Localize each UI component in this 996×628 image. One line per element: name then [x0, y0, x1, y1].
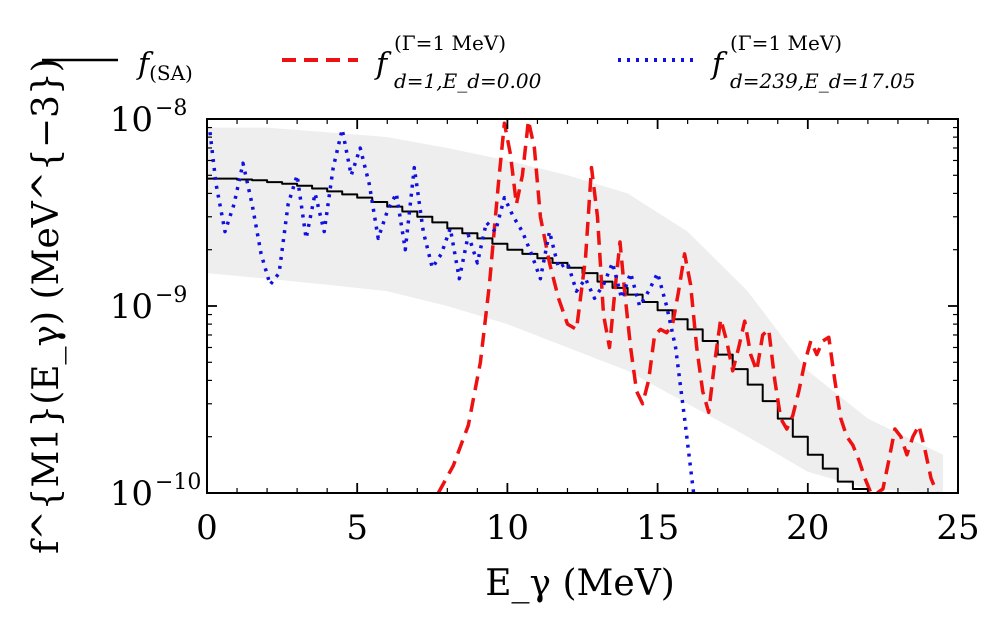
x-tick-label: 20: [786, 508, 829, 548]
y-tick-label: 10: [110, 474, 153, 514]
y-axis-label: f^{M1}(E_γ) (MeV^{−3}): [26, 58, 67, 554]
legend-sub-d239: d=239,E_d=17.05: [730, 69, 916, 93]
legend-label-sa: f(SA): [136, 47, 193, 85]
legend-sub-d1: d=1,E_d=0.00: [394, 69, 542, 93]
x-tick-label: 5: [346, 508, 368, 548]
x-axis-label: E_γ (MeV): [485, 563, 675, 604]
y-tick-exponent: −9: [155, 283, 187, 308]
x-tick-label: 0: [196, 508, 218, 548]
legend-sup-d239: (Γ=1 MeV): [730, 31, 842, 55]
background-band: [207, 127, 943, 493]
y-tick-exponent: −10: [155, 470, 201, 495]
legend: f(SA) f (Γ=1 MeV) d=1,E_d=0.00 f (Γ=1 Me…: [42, 31, 916, 93]
y-tick-label: 10: [110, 100, 153, 140]
series-line-0: [207, 177, 883, 493]
legend-label-d239: f: [710, 47, 728, 82]
series-line-2: [208, 127, 696, 493]
y-tick-label: 10: [110, 287, 153, 327]
series-line-1: [436, 119, 939, 493]
x-tick-label: 25: [936, 508, 979, 548]
legend-sup-d1: (Γ=1 MeV): [394, 31, 506, 55]
x-tick-label: 10: [486, 508, 529, 548]
x-tick-label: 15: [636, 508, 679, 548]
legend-label-d1: f: [374, 47, 392, 82]
y-tick-exponent: −8: [155, 96, 187, 121]
